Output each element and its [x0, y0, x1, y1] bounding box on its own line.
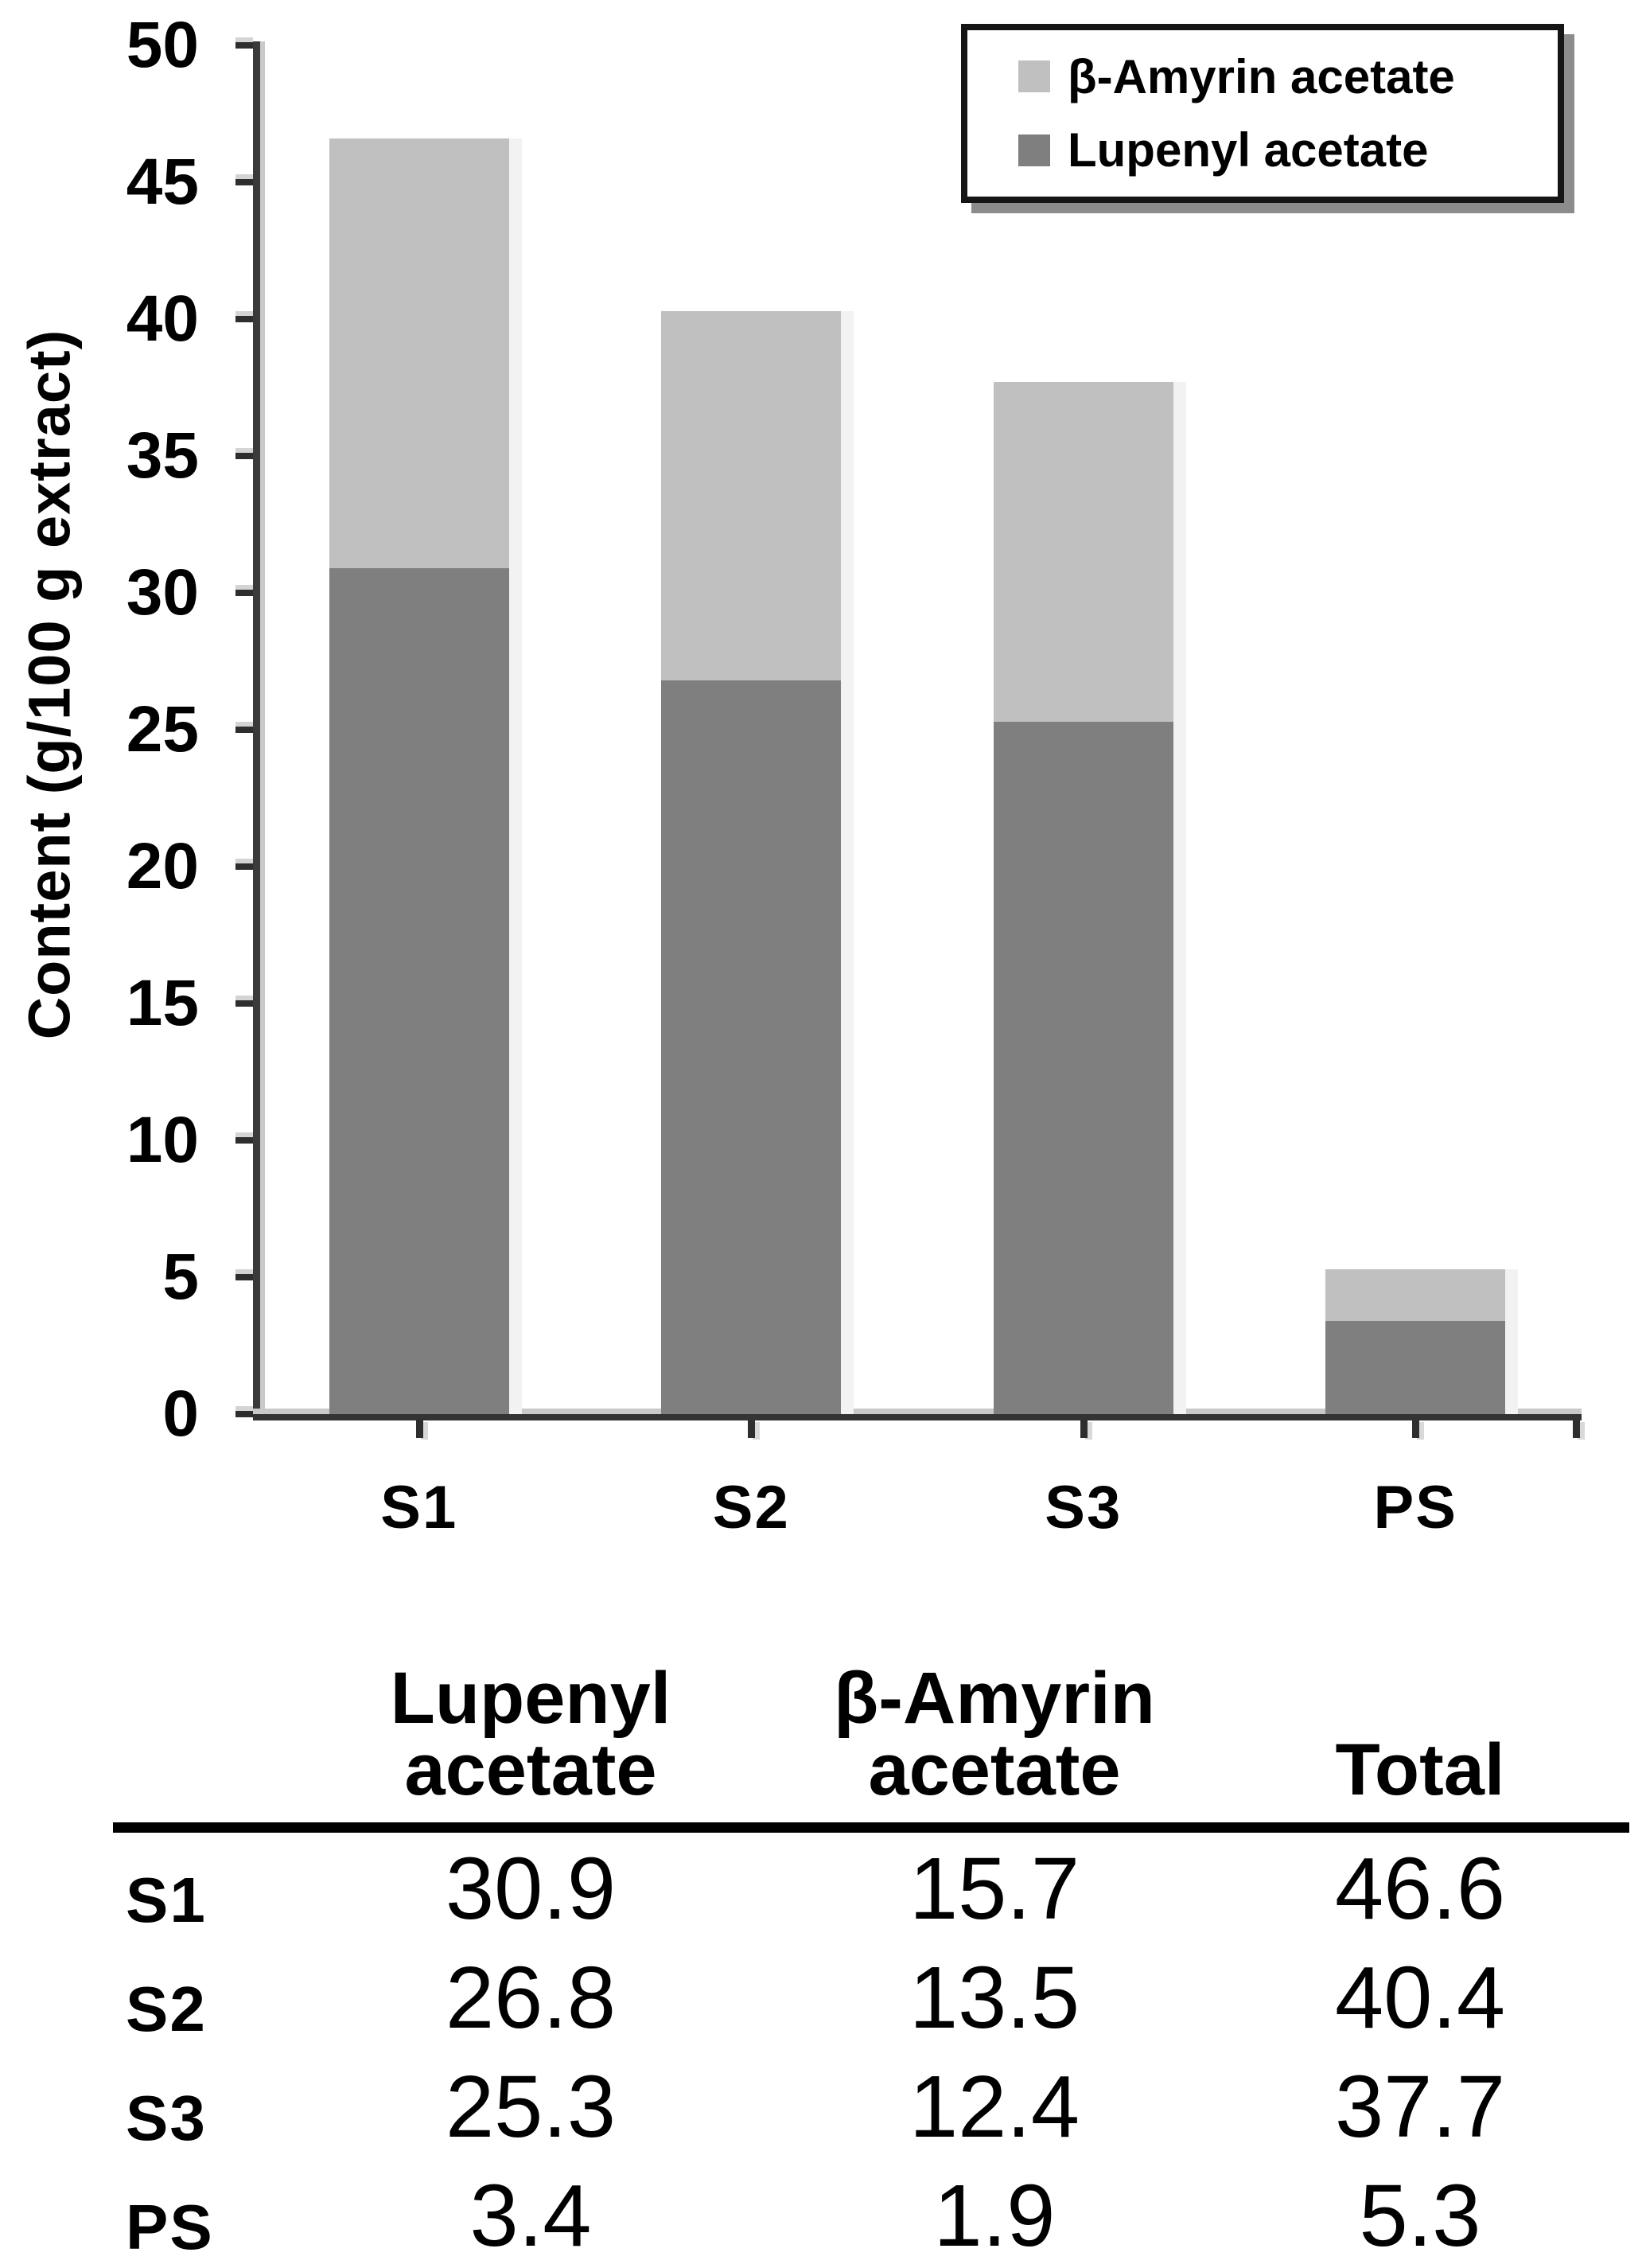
table-cell: 37.7 [1334, 2058, 1506, 2156]
y-tick [235, 863, 253, 870]
y-tick-label: 25 [126, 693, 199, 766]
x-category-label-S1: S1 [380, 1474, 458, 1541]
table-cell: 26.8 [445, 1949, 617, 2047]
table-cell: 13.5 [909, 1949, 1080, 2047]
x-category-label-S2: S2 [712, 1474, 790, 1541]
legend-swatch-icon [1018, 134, 1050, 166]
legend: β-Amyrin acetate Lupenyl acetate [961, 24, 1564, 203]
y-axis-line [253, 41, 260, 1420]
y-tick-label: 5 [162, 1241, 199, 1313]
bar-drop-shadow [841, 310, 854, 1414]
y-tick [235, 42, 253, 49]
y-tick-label: 30 [126, 556, 199, 629]
table-header-line2: acetate [404, 1729, 657, 1810]
bar-segment-beta-amyrin-acetate [993, 382, 1173, 722]
bar-group-S2 [661, 310, 854, 1414]
x-tick [748, 1420, 756, 1438]
x-axis-line-highlight [253, 1409, 1582, 1414]
table-header-line2: acetate [868, 1729, 1121, 1810]
table-row-label: PS [126, 2192, 214, 2262]
x-axis-category-labels: S1 S2 S3 PS [0, 1468, 1646, 1556]
legend-swatch-icon [1018, 60, 1050, 93]
bar-group-S3 [993, 382, 1186, 1414]
legend-item: β-Amyrin acetate [1018, 49, 1558, 104]
bar-drop-shadow [508, 138, 522, 1414]
y-tick [235, 179, 253, 185]
y-tick-label: 45 [126, 146, 199, 218]
y-tick-label: 0 [162, 1378, 199, 1450]
bar-segment-lupenyl-acetate [993, 721, 1173, 1414]
table-cell: 40.4 [1334, 1949, 1506, 2047]
bar-segment-beta-amyrin-acetate [661, 310, 842, 681]
table-cell: 1.9 [933, 2167, 1056, 2265]
bar-segment-beta-amyrin-acetate [329, 138, 509, 569]
bar-drop-shadow [1173, 382, 1186, 1414]
legend-item-label: Lupenyl acetate [1068, 123, 1429, 177]
x-category-label-S3: S3 [1045, 1474, 1123, 1541]
y-axis-tick-labels: 0 5 10 15 20 25 30 35 40 45 50 [0, 10, 199, 1450]
plot-area [235, 41, 1582, 1438]
x-tick [1412, 1420, 1420, 1438]
y-tick-label: 15 [126, 967, 199, 1039]
y-tick [235, 1274, 253, 1280]
table-row-label: S2 [126, 1974, 207, 2044]
y-tick [235, 453, 253, 459]
y-tick [235, 1411, 253, 1417]
bar-segment-lupenyl-acetate [329, 568, 509, 1414]
y-tick [235, 316, 253, 322]
y-tick-label: 10 [126, 1104, 199, 1176]
table-row-label: S1 [126, 1865, 207, 1935]
bar-segment-lupenyl-acetate [661, 680, 842, 1414]
table-cell: 3.4 [469, 2167, 592, 2265]
table-header-line2: Total [1335, 1729, 1505, 1810]
y-axis-line-shadow [260, 41, 265, 1420]
x-tick [415, 1420, 423, 1438]
y-tick [235, 590, 253, 596]
y-tick [235, 1000, 253, 1007]
bar-segment-beta-amyrin-acetate [1325, 1268, 1506, 1322]
table-header-line1: β-Amyrin [834, 1658, 1155, 1739]
x-category-label-PS: PS [1373, 1474, 1457, 1541]
bar-segment-lupenyl-acetate [1325, 1321, 1506, 1414]
x-axis-line [253, 1414, 1582, 1420]
legend-item: Lupenyl acetate [1018, 123, 1558, 177]
bar-drop-shadow [1505, 1268, 1519, 1414]
table-cell: 30.9 [445, 1840, 617, 1938]
x-tick [1080, 1420, 1088, 1438]
table-cell: 46.6 [1334, 1840, 1506, 1938]
y-tick-label: 50 [126, 9, 199, 81]
bar-group-PS [1325, 1268, 1519, 1414]
table-cell: 25.3 [445, 2058, 617, 2156]
y-tick [235, 727, 253, 733]
table-cell: 5.3 [1359, 2167, 1481, 2265]
table-cell: 12.4 [909, 2058, 1080, 2156]
y-tick-label: 40 [126, 283, 199, 355]
bar-group-S1 [329, 138, 522, 1414]
table-row-label: S3 [126, 2083, 207, 2153]
table-cell: 15.7 [909, 1840, 1080, 1938]
table-header-rule [113, 1822, 1629, 1833]
y-tick-label: 35 [126, 419, 199, 492]
table-header-line1: Lupenyl [390, 1658, 671, 1739]
y-tick [235, 1137, 253, 1144]
y-tick-label: 20 [126, 830, 199, 902]
legend-item-label: β-Amyrin acetate [1068, 49, 1455, 103]
x-axis-end-tick [1573, 1420, 1580, 1438]
